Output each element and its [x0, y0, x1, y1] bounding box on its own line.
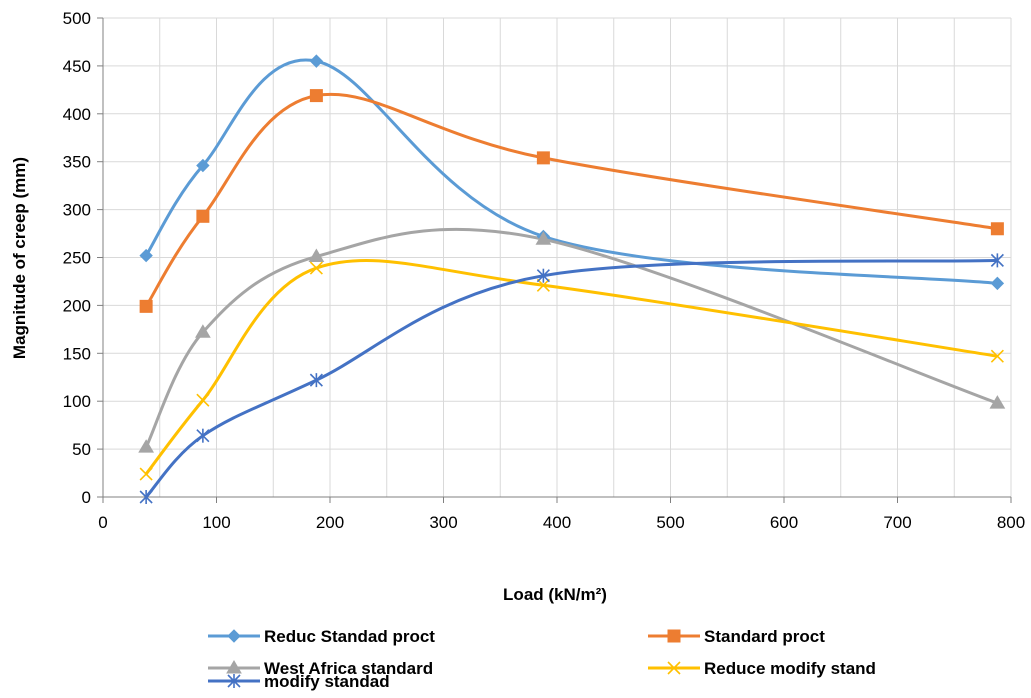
legend-label: modify standad [264, 672, 390, 691]
legend-item-2: Standard proct [648, 627, 825, 646]
y-tick-label: 250 [63, 249, 91, 268]
marker-stroke [309, 261, 323, 275]
legend-label: Reduce modify stand [704, 659, 876, 678]
series-lines [144, 58, 998, 499]
series-line-4 [144, 259, 998, 475]
data-point-series-5 [196, 428, 210, 443]
legend: Reduc Standad proct Standard proct West Af… [208, 627, 876, 691]
data-point-series-1 [139, 248, 153, 263]
x-axis-title: Load (kN/m²) [503, 585, 607, 604]
y-tick-label: 350 [63, 153, 91, 172]
y-tick-label: 500 [63, 9, 91, 28]
data-point-series-1 [309, 54, 324, 68]
data-point-series-5 [990, 253, 1004, 268]
data-point-series-2 [139, 299, 153, 313]
y-tick-label: 450 [63, 57, 91, 76]
marker-stroke [139, 467, 153, 481]
legend-swatch-marker [226, 660, 242, 674]
legend-label: West Africa standard [264, 659, 433, 678]
legend-item-1: Reduc Standad proct [208, 627, 435, 646]
y-tick-label: 0 [82, 488, 91, 507]
data-point-series-3 [195, 324, 211, 338]
data-point-series-4 [309, 261, 323, 275]
axis-labels: 0 50 100 150 200 250 300 350 400 450 500 0 100 200 300… [63, 9, 1026, 532]
data-point-series-5 [536, 268, 550, 283]
data-point-series-5 [139, 490, 153, 504]
x-tick-label: 100 [202, 513, 230, 532]
data-point-series-4 [536, 278, 550, 292]
legend-swatch-marker [667, 629, 681, 643]
marker-stroke [667, 661, 681, 675]
legend-item-3: West Africa standard [208, 659, 433, 678]
y-tick-label: 400 [63, 105, 91, 124]
x-tick-label: 400 [543, 513, 571, 532]
data-point-series-2 [309, 89, 323, 103]
y-tick-label: 300 [63, 201, 91, 220]
data-point-series-5 [309, 373, 323, 388]
legend-swatch-marker [227, 674, 241, 688]
series-line-3 [144, 227, 998, 448]
x-tick-label: 700 [883, 513, 911, 532]
data-point-series-4 [196, 393, 210, 407]
data-point-series-3 [989, 395, 1006, 409]
data-point-series-2 [196, 209, 210, 223]
data-point-series-4 [139, 467, 153, 481]
series-line-1 [144, 58, 998, 285]
data-point-series-4 [990, 349, 1004, 363]
legend-swatch-marker [667, 661, 681, 675]
y-axis-title: Magnitude of creep (mm) [10, 157, 29, 359]
legend-item-4: Reduce modify stand [648, 659, 876, 678]
x-tick-label: 800 [997, 513, 1025, 532]
data-point-series-3 [308, 248, 325, 263]
marker-stroke [990, 349, 1004, 363]
axes [97, 17, 1012, 503]
data-point-series-3 [138, 439, 155, 453]
x-tick-label: 300 [429, 513, 457, 532]
y-tick-label: 100 [63, 392, 91, 411]
legend-swatch-marker [227, 629, 241, 643]
x-tick-label: 200 [316, 513, 344, 532]
y-tick-label: 200 [63, 296, 91, 315]
marker-stroke [196, 393, 210, 407]
data-point-series-3 [535, 231, 552, 245]
x-tick-label: 0 [98, 513, 107, 532]
data-point-series-1 [196, 158, 210, 173]
y-tick-label: 150 [63, 344, 91, 363]
gridlines [102, 17, 1012, 498]
data-point-series-1 [990, 276, 1005, 291]
y-tick-label: 50 [72, 440, 91, 459]
legend-item-5: modify standad [208, 672, 390, 691]
legend-label: Standard proct [704, 627, 825, 646]
series-markers [138, 54, 1006, 504]
x-tick-label: 500 [656, 513, 684, 532]
legend-label: Reduc Standad proct [264, 627, 435, 646]
x-tick-label: 600 [770, 513, 798, 532]
data-point-series-2 [536, 151, 550, 165]
marker-stroke [536, 278, 550, 292]
data-point-series-2 [990, 222, 1004, 236]
